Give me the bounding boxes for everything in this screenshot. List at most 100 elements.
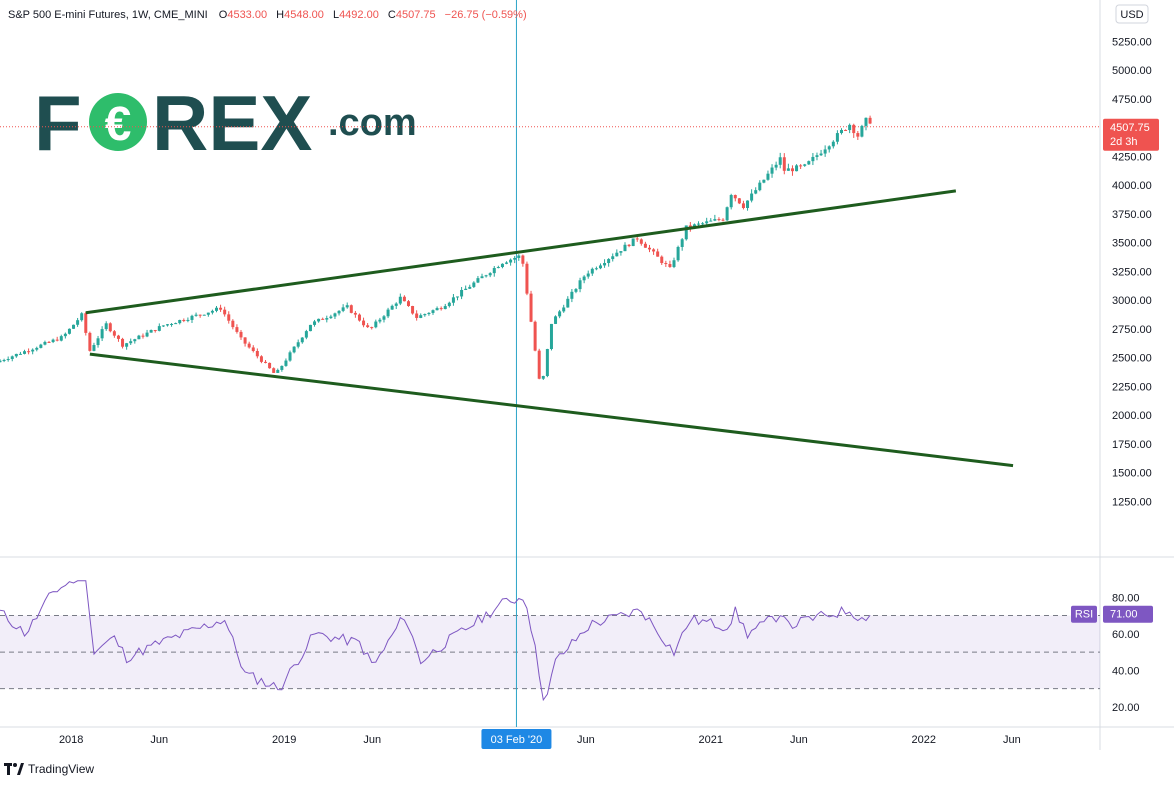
candle-body <box>627 244 631 247</box>
trendline[interactable] <box>89 352 1014 468</box>
candle-body <box>688 225 692 228</box>
candle-body <box>39 344 43 348</box>
candle-body <box>741 203 745 208</box>
tradingview-brand: TradingView <box>28 762 95 776</box>
candle-body <box>227 314 231 321</box>
time-axis[interactable]: 2018 Jun 2019 Jun Jun 2021 Jun 2022 Jun <box>59 734 1021 746</box>
tradingview-attribution[interactable]: TradingView <box>4 762 94 776</box>
candle-body <box>717 219 721 221</box>
candle-body <box>697 223 701 225</box>
candle-body <box>31 349 35 352</box>
candle-body <box>67 328 71 334</box>
candle-body <box>394 303 398 306</box>
candle-body <box>492 268 496 274</box>
candle-body <box>353 312 357 315</box>
legend-low-value: 4492.00 <box>339 9 379 21</box>
candle-body <box>807 161 811 165</box>
candle-body <box>313 321 317 325</box>
time-tick-label: 2019 <box>272 734 296 746</box>
price-tick-label: 3250.00 <box>1112 266 1152 278</box>
candle-body <box>35 347 39 350</box>
price-tick-label: 4250.00 <box>1112 151 1152 163</box>
candle-body <box>680 239 684 247</box>
candle-body <box>390 305 394 310</box>
candle-body <box>590 268 594 274</box>
candle-body <box>96 338 100 346</box>
candle-body <box>819 153 823 156</box>
candle-body <box>194 314 198 316</box>
candle-body <box>304 331 308 338</box>
candle-body <box>795 165 799 172</box>
candle-body <box>864 117 868 126</box>
candle-body <box>484 275 488 277</box>
price-tick-label: 4750.00 <box>1112 94 1152 106</box>
candle-body <box>345 305 349 308</box>
candle-body <box>231 320 235 328</box>
legend-title: S&P 500 E-mini Futures, 1W, CME_MINI <box>8 9 208 21</box>
candle-body <box>51 339 55 343</box>
candle-body <box>431 310 435 313</box>
candle-body <box>186 319 190 321</box>
candlestick-series <box>0 115 872 380</box>
price-tick-label: 5250.00 <box>1112 36 1152 48</box>
candle-body <box>631 238 635 247</box>
legend-high-value: 4548.00 <box>284 9 324 21</box>
candle-body <box>676 246 680 261</box>
candle-body <box>701 223 705 225</box>
candle-body <box>447 302 451 307</box>
candle-body <box>84 313 88 333</box>
legend-change: −26.75 (−0.59%) <box>445 9 527 21</box>
candle-body <box>170 323 174 325</box>
date-tag-box <box>481 729 552 749</box>
time-tick-label: 2021 <box>699 734 723 746</box>
candle-body <box>198 314 202 316</box>
candle-body <box>104 323 108 330</box>
candle-body <box>349 305 353 313</box>
candle-body <box>108 323 112 332</box>
candle-body <box>255 350 259 357</box>
candle-body <box>754 190 758 194</box>
candle-body <box>292 346 296 353</box>
candle-body <box>509 259 513 263</box>
candle-body <box>161 325 165 327</box>
candle-body <box>243 337 247 344</box>
candle-body <box>566 298 570 308</box>
candle-body <box>684 225 688 240</box>
candle-body <box>321 318 325 320</box>
candle-body <box>533 321 537 351</box>
candle-body <box>223 309 227 315</box>
rsi-axis[interactable]: 80.00 60.00 40.00 20.00 <box>1112 592 1140 714</box>
candle-body <box>2 359 6 361</box>
trendline[interactable] <box>85 189 957 315</box>
rsi-tick-label: 60.00 <box>1112 629 1140 641</box>
candle-body <box>55 339 59 341</box>
candle-body <box>598 265 602 269</box>
candle-body <box>435 308 439 311</box>
price-axis[interactable]: 5250.00 5000.00 4750.00 4250.00 4000.00 3750.… <box>1112 36 1152 508</box>
price-tick-label: 3500.00 <box>1112 238 1152 250</box>
trendline-group[interactable] <box>85 189 1014 468</box>
candle-body <box>570 291 574 299</box>
candle-body <box>129 341 133 344</box>
candle-body <box>72 324 76 329</box>
candle-body <box>766 173 770 180</box>
currency-badge[interactable] <box>1115 4 1149 24</box>
candle-body <box>799 165 803 167</box>
candle-body <box>239 331 243 338</box>
candle-body <box>729 195 733 208</box>
candle-body <box>647 247 651 250</box>
rsi-level-lines <box>0 615 1100 690</box>
price-tick-label: 2750.00 <box>1112 324 1152 336</box>
logo-coin-symbol: € <box>105 98 132 151</box>
time-tick-label: Jun <box>790 734 808 746</box>
candle-body <box>329 316 333 319</box>
candle-body <box>333 313 337 317</box>
candle-body <box>165 324 169 326</box>
candle-body <box>529 293 533 322</box>
candle-body <box>582 276 586 281</box>
candle-body <box>790 168 794 172</box>
candle-body <box>721 219 725 221</box>
candle-body <box>296 342 300 347</box>
candle-body <box>280 365 284 370</box>
